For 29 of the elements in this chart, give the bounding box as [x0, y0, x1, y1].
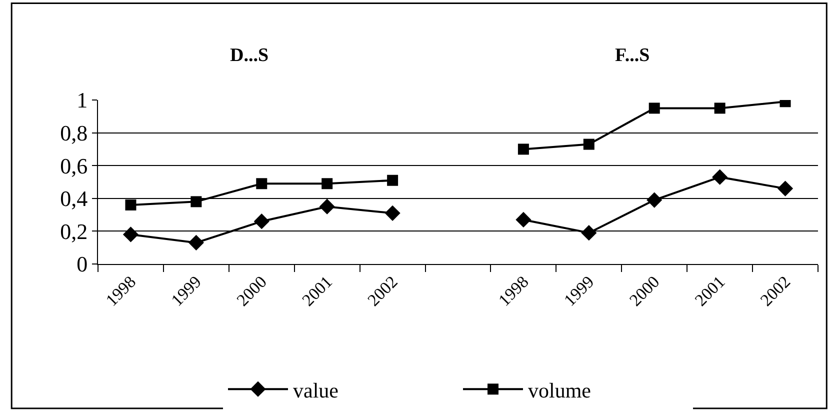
- y-tick-label: 1: [76, 88, 88, 113]
- point: [583, 138, 594, 150]
- point: [648, 102, 660, 114]
- point: [384, 205, 400, 221]
- point: [125, 199, 136, 210]
- text: F...S: [615, 45, 650, 66]
- point: [712, 169, 728, 185]
- y-tick-label: 0,4: [60, 186, 88, 212]
- point: [322, 178, 333, 190]
- point: [387, 174, 398, 186]
- legend-label: volume: [528, 378, 591, 402]
- y-tick-label: 0,2: [60, 218, 88, 244]
- point: [581, 225, 597, 241]
- point: [188, 234, 204, 250]
- point: [319, 198, 335, 214]
- point: [122, 226, 139, 242]
- legend-label: value: [293, 378, 338, 402]
- point: [190, 196, 202, 208]
- point: [777, 180, 794, 196]
- point: [646, 192, 662, 208]
- point: [254, 214, 270, 230]
- point: [516, 212, 532, 228]
- text: D...S: [230, 45, 269, 66]
- y-tick-label: 0: [76, 252, 88, 277]
- point: [256, 178, 268, 190]
- point: [518, 144, 529, 155]
- point: [714, 102, 726, 114]
- y-tick-label: 0,8: [60, 120, 88, 146]
- y-tick-label: 0,6: [60, 153, 88, 178]
